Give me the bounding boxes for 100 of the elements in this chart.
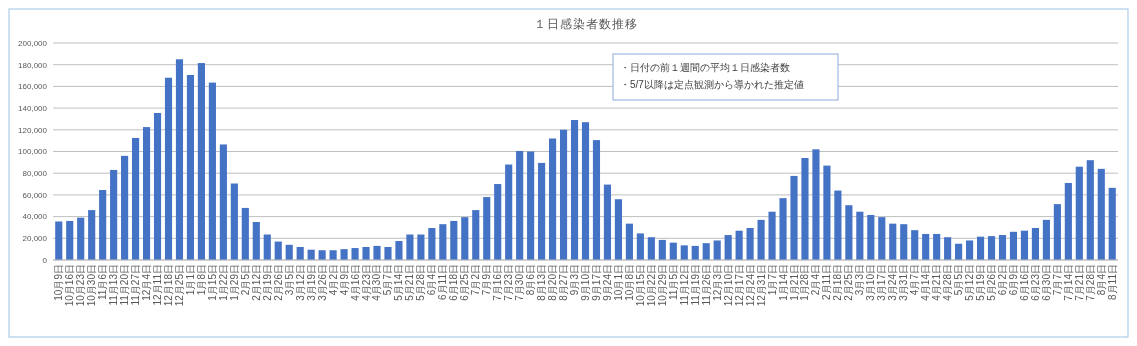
bar	[647, 237, 655, 260]
x-tick-label: 1月8日	[195, 264, 207, 296]
bar	[1064, 182, 1072, 260]
y-tick-label: 80,000	[22, 169, 48, 178]
bar	[1075, 166, 1083, 260]
x-tick-label: 8月27日	[558, 264, 570, 301]
bar	[186, 75, 195, 260]
bar	[922, 233, 930, 260]
bar	[1042, 219, 1050, 260]
bar	[439, 224, 447, 260]
x-tick-label: 8月6日	[525, 264, 537, 296]
x-tick-label: 5月14日	[393, 264, 405, 301]
x-tick-label: 2月19日	[261, 264, 273, 301]
y-tick-label: 160,000	[18, 82, 48, 92]
x-tick-label: 2月25日	[843, 264, 855, 301]
x-tick-label: 9月10日	[580, 264, 591, 301]
x-tick-label: 11月19日	[689, 264, 701, 306]
x-tick-label: 5月12日	[964, 264, 976, 301]
x-tick-label: 8月13日	[536, 264, 548, 301]
bar	[834, 190, 842, 260]
bar	[164, 77, 173, 260]
bar	[823, 165, 831, 260]
y-tick-label: 100,000	[18, 147, 48, 157]
x-tick-label: 6月25日	[459, 264, 471, 301]
bar	[274, 241, 282, 260]
bar	[208, 82, 216, 260]
bar	[406, 234, 414, 260]
x-tick-label: 3月26日	[316, 264, 328, 301]
bar	[538, 162, 546, 260]
bar	[581, 122, 590, 260]
bar	[559, 129, 568, 260]
x-tick-label: 6月16日	[1018, 264, 1030, 301]
x-tick-label: 6月30日	[1040, 264, 1052, 301]
bar	[944, 237, 952, 260]
x-tick-label: 5月28日	[415, 264, 427, 301]
x-tick-label: 8月4日	[1095, 264, 1107, 296]
x-tick-label: 10月23日	[75, 264, 87, 307]
bar	[790, 175, 798, 260]
x-tick-label: 7月30日	[514, 264, 526, 301]
x-tick-label: 4月21日	[931, 264, 943, 301]
y-tick-label: 140,000	[18, 103, 48, 113]
bar	[724, 235, 732, 260]
bar	[1086, 160, 1094, 260]
bar	[856, 211, 864, 260]
x-tick-label: 3月19日	[305, 264, 317, 301]
x-tick-label: 1月15日	[206, 264, 218, 301]
x-tick-label: 12月10日	[722, 264, 734, 307]
x-tick-label: 6月2日	[997, 264, 1008, 296]
x-tick-label: 12月17日	[733, 264, 745, 307]
x-tick-label: 10月15日	[634, 264, 646, 307]
x-tick-label: 3月12日	[294, 264, 306, 301]
x-tick-label: 10月1日	[612, 264, 624, 301]
bar	[285, 244, 293, 260]
x-tick-label: 1月7日	[766, 264, 778, 296]
bar	[175, 59, 184, 260]
x-tick-label: 7月14日	[1062, 264, 1074, 301]
y-tick-label: 20,000	[22, 234, 48, 244]
bar	[779, 198, 787, 260]
x-tick-label: 4月14日	[920, 264, 932, 301]
x-tick-label: 6月11日	[437, 264, 449, 300]
x-tick-label: 9月17日	[590, 264, 602, 301]
bar	[263, 234, 271, 260]
y-tick-label: 60,000	[22, 190, 48, 200]
x-tick-label: 8月20日	[547, 264, 559, 301]
x-tick-label: 4月16日	[349, 264, 361, 301]
bar	[911, 230, 919, 260]
x-tick-label: 1月14日	[777, 264, 789, 301]
x-tick-label: 11月12日	[678, 264, 690, 306]
x-tick-label: 3月10日	[865, 264, 877, 301]
x-tick-label: 10月30日	[86, 264, 98, 307]
bar	[340, 249, 348, 260]
bar	[570, 120, 579, 260]
bar	[845, 205, 853, 260]
x-tick-label: 7月7日	[1051, 264, 1063, 296]
x-tick-label: 12月18日	[163, 264, 174, 307]
bar	[680, 245, 688, 260]
x-tick-label: 12月4日	[141, 264, 153, 301]
x-tick-label: 4月9日	[338, 264, 350, 296]
x-tick-label: 8月11日	[1106, 264, 1118, 300]
bar	[417, 234, 425, 260]
x-tick-label: 2月26日	[272, 264, 284, 301]
bar	[472, 210, 480, 260]
bar	[1053, 204, 1061, 260]
bar	[110, 169, 118, 260]
x-tick-label: 2月5日	[239, 264, 251, 296]
bar	[373, 245, 381, 260]
bar	[768, 211, 776, 260]
bar	[505, 164, 513, 260]
x-tick-label: 10月29日	[656, 264, 668, 307]
x-tick-label: 7月2日	[470, 264, 482, 296]
bar	[142, 127, 151, 260]
bar	[121, 155, 129, 260]
x-tick-label: 11月6日	[97, 264, 109, 300]
bar	[966, 240, 974, 260]
x-tick-label: 7月28日	[1084, 264, 1096, 301]
x-tick-label: 11月26日	[700, 264, 712, 306]
bar	[395, 241, 403, 260]
x-tick-label: 7月21日	[1073, 264, 1085, 301]
x-tick-label: 1月21日	[788, 264, 800, 301]
bar	[99, 190, 107, 260]
